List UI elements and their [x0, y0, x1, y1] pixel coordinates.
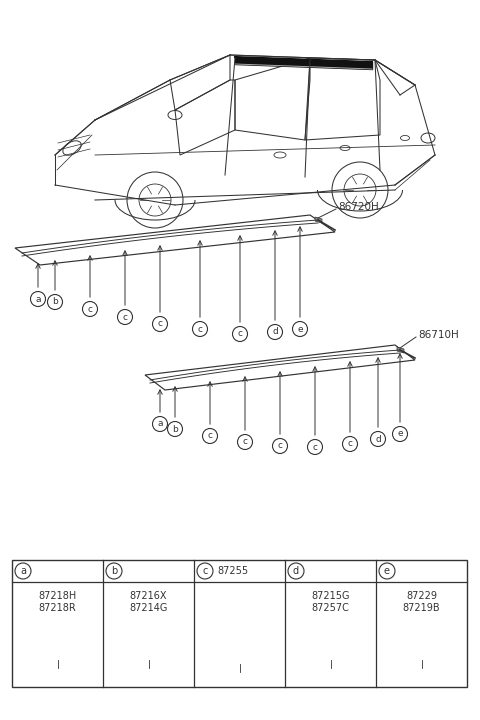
Circle shape: [106, 563, 122, 579]
Circle shape: [292, 322, 308, 336]
Circle shape: [192, 322, 207, 336]
Text: 87255: 87255: [217, 566, 248, 576]
Text: 86710H: 86710H: [418, 330, 459, 340]
Circle shape: [197, 563, 213, 579]
Polygon shape: [315, 217, 322, 223]
Circle shape: [267, 325, 283, 340]
Polygon shape: [397, 347, 404, 353]
Text: 87219B: 87219B: [403, 603, 440, 613]
Text: 87218R: 87218R: [38, 603, 76, 613]
Text: c: c: [197, 325, 203, 333]
Circle shape: [343, 436, 358, 451]
Circle shape: [288, 563, 304, 579]
Text: c: c: [348, 439, 352, 449]
Text: a: a: [20, 566, 26, 576]
Text: b: b: [172, 425, 178, 433]
Circle shape: [371, 431, 385, 446]
Text: 87229: 87229: [406, 591, 437, 601]
FancyBboxPatch shape: [12, 560, 467, 687]
Text: e: e: [397, 430, 403, 438]
Text: b: b: [111, 566, 117, 576]
Circle shape: [153, 416, 168, 431]
Text: 87215G: 87215G: [311, 591, 350, 601]
Text: c: c: [242, 438, 248, 446]
Circle shape: [379, 563, 395, 579]
Text: c: c: [207, 431, 213, 441]
Text: b: b: [52, 297, 58, 307]
Text: c: c: [277, 441, 283, 451]
Circle shape: [393, 426, 408, 441]
Text: c: c: [238, 330, 242, 338]
Text: 87218H: 87218H: [38, 591, 77, 601]
Text: a: a: [157, 420, 163, 428]
Text: c: c: [202, 566, 208, 576]
Text: c: c: [312, 443, 317, 451]
Circle shape: [273, 438, 288, 454]
FancyBboxPatch shape: [409, 644, 433, 656]
Text: c: c: [87, 305, 93, 313]
Circle shape: [203, 428, 217, 444]
Circle shape: [83, 302, 97, 317]
Circle shape: [238, 434, 252, 449]
Text: e: e: [384, 566, 390, 576]
Text: d: d: [375, 434, 381, 444]
Text: a: a: [35, 294, 41, 304]
Text: 87216X: 87216X: [130, 591, 167, 601]
Circle shape: [308, 439, 323, 454]
Text: c: c: [157, 320, 163, 328]
Circle shape: [118, 310, 132, 325]
Circle shape: [168, 421, 182, 436]
Text: e: e: [297, 325, 303, 333]
Text: c: c: [122, 312, 128, 322]
Circle shape: [232, 326, 248, 341]
Text: 87257C: 87257C: [312, 603, 349, 613]
Text: d: d: [293, 566, 299, 576]
Circle shape: [153, 317, 168, 331]
Text: d: d: [272, 328, 278, 336]
Circle shape: [31, 292, 46, 307]
Circle shape: [48, 294, 62, 310]
Text: 86720H: 86720H: [338, 202, 379, 212]
Circle shape: [15, 563, 31, 579]
Text: 87214G: 87214G: [129, 603, 168, 613]
